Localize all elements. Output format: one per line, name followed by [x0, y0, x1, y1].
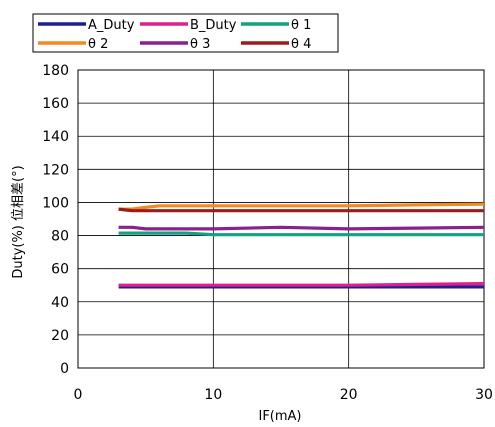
- legend-label-5: θ 3: [190, 37, 210, 52]
- y-tick-label: 20: [51, 328, 69, 344]
- y-tick-label: 60: [51, 262, 69, 278]
- series-line-6: [118, 207, 484, 213]
- y-tick-label: 160: [42, 96, 69, 112]
- x-tick-labels: 0 10 20 30: [74, 387, 493, 403]
- y-tick-labels: 0 20 40 60 80 100 120 140 160 180: [42, 63, 69, 377]
- series-line-2: [118, 282, 485, 287]
- y-tick-label: 120: [42, 162, 69, 178]
- plot-frame: [77, 69, 485, 369]
- series-line-3: [118, 231, 484, 237]
- legend-label-3: θ 1: [291, 18, 311, 33]
- y-tick-label: 180: [42, 63, 69, 79]
- legend-box: [32, 13, 339, 53]
- x-tick-label: 0: [74, 387, 83, 403]
- y-tick-label: 140: [42, 129, 69, 145]
- x-tick-label: 30: [475, 387, 493, 403]
- legend-label-1: A_Duty: [88, 18, 135, 33]
- y-tick-label: 0: [60, 361, 69, 377]
- series-line-4: [118, 202, 485, 211]
- y-tick-label: 40: [51, 295, 69, 311]
- legend: A_Duty B_Duty θ 1 θ 2 θ 3 θ 4: [32, 13, 339, 53]
- legend-label-4: θ 2: [88, 37, 108, 52]
- plot-area: [77, 69, 485, 369]
- y-axis-label: Duty(%) 位相差(°): [11, 165, 26, 278]
- legend-label-6: θ 4: [291, 37, 311, 52]
- series-lines: [118, 202, 485, 289]
- series-line-5: [118, 225, 485, 231]
- x-tick-label: 20: [340, 387, 358, 403]
- y-tick-label: 80: [51, 229, 69, 245]
- x-tick-label: 10: [204, 387, 222, 403]
- y-tick-label: 100: [42, 195, 69, 211]
- x-axis-label: IF(mA): [258, 409, 301, 424]
- legend-label-2: B_Duty: [190, 18, 237, 33]
